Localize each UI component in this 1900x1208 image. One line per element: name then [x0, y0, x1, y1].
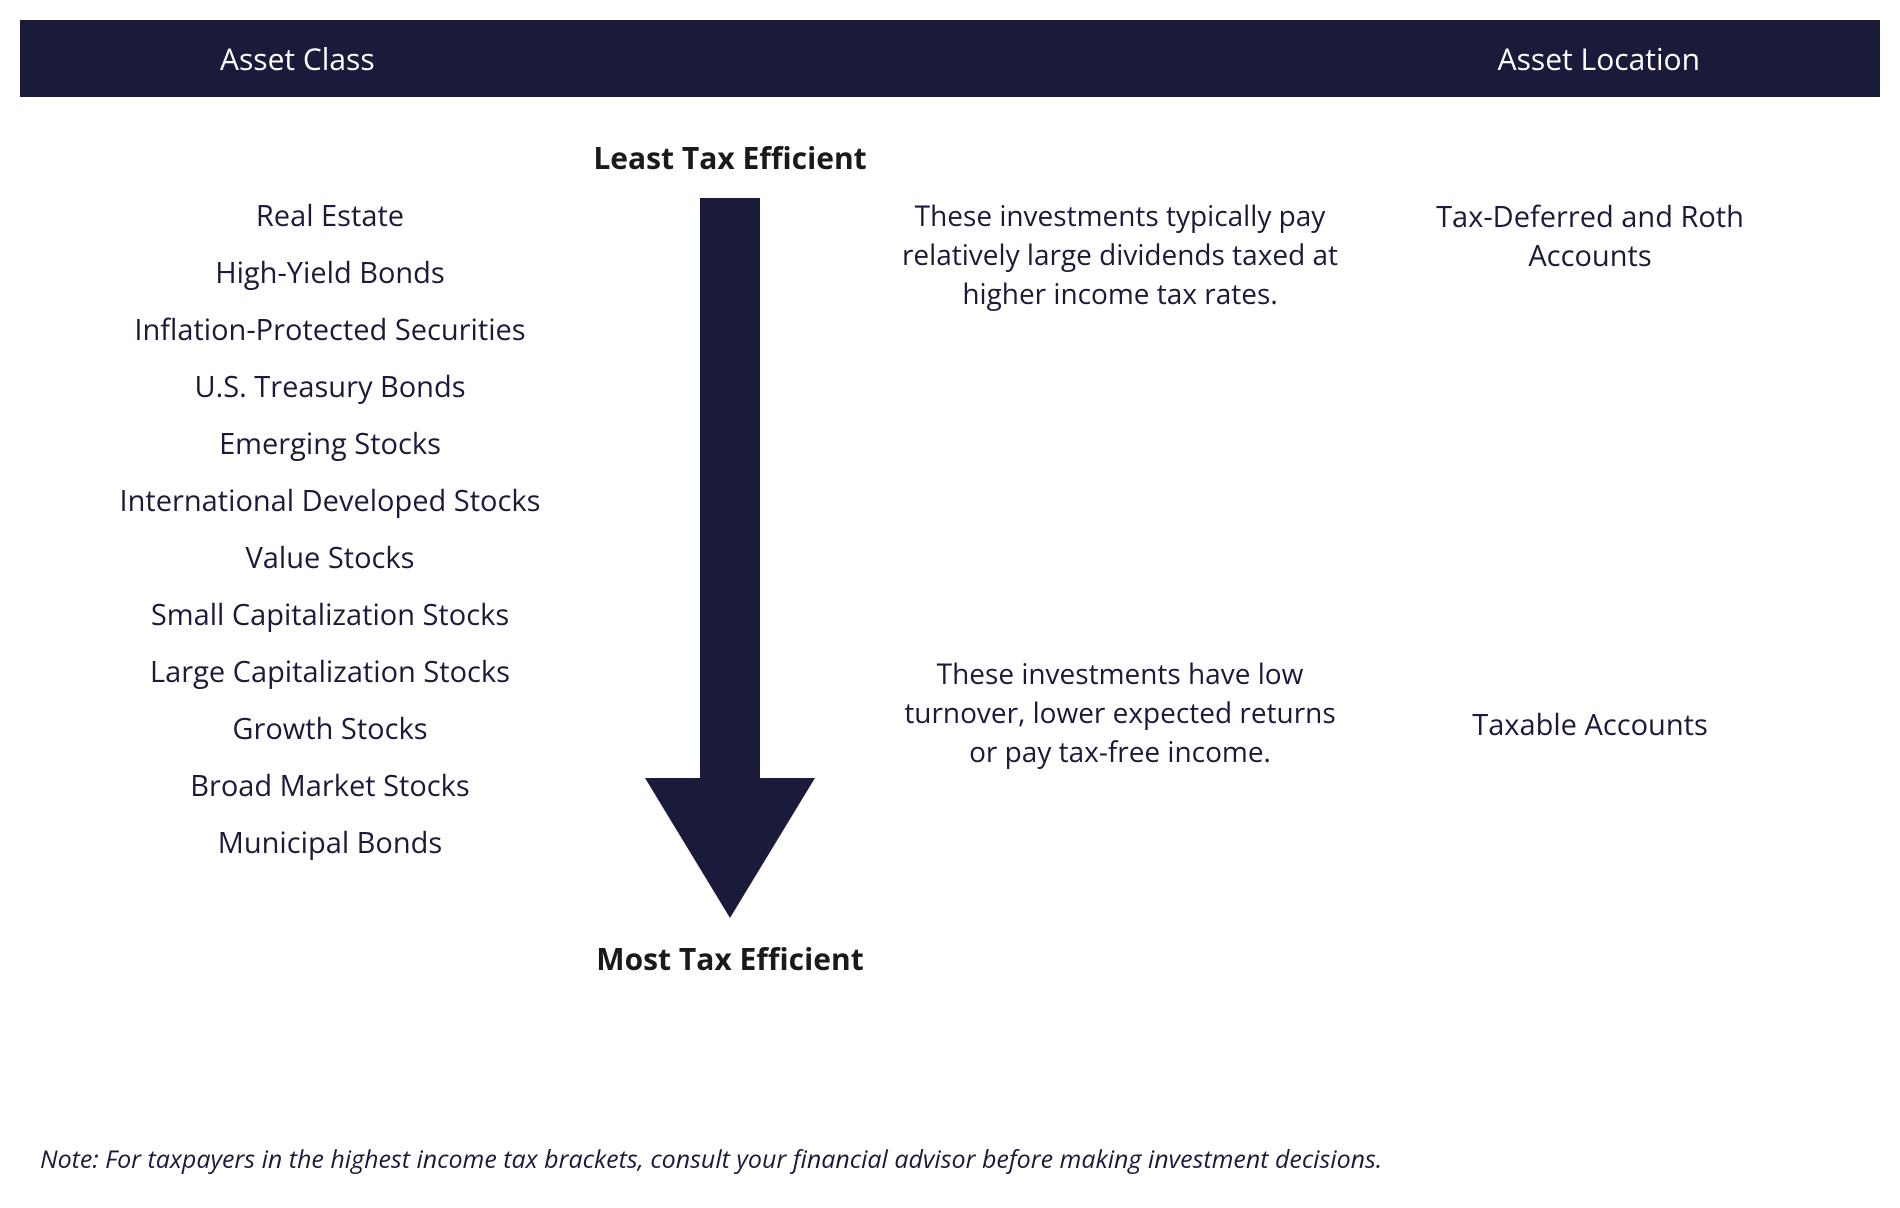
asset-item: U.S. Treasury Bonds — [60, 358, 600, 415]
arrow-top-label: Least Tax Efficient — [593, 137, 866, 178]
down-arrow-icon — [645, 198, 815, 918]
header-left-label: Asset Class — [220, 38, 375, 79]
description-top: These investments typically pay relative… — [860, 197, 1380, 315]
description-column: These investments typically pay relative… — [860, 127, 1380, 979]
location-top: Tax-Deferred and Roth Accounts — [1380, 197, 1800, 275]
asset-item: Inflation-Protected Securities — [60, 301, 600, 358]
main-content: Real Estate High-Yield Bonds Inflation-P… — [0, 97, 1900, 979]
asset-class-column: Real Estate High-Yield Bonds Inflation-P… — [60, 127, 600, 979]
asset-item: Municipal Bonds — [60, 814, 600, 871]
asset-item: Value Stocks — [60, 529, 600, 586]
location-bottom: Taxable Accounts — [1380, 705, 1800, 744]
arrow-bottom-label: Most Tax Efficient — [596, 938, 863, 979]
description-bottom: These investments have low turnover, low… — [860, 655, 1380, 773]
footnote-text: Note: For taxpayers in the highest incom… — [40, 1142, 1382, 1176]
asset-item: High-Yield Bonds — [60, 244, 600, 301]
asset-item: International Developed Stocks — [60, 472, 600, 529]
header-right-label: Asset Location — [1498, 38, 1700, 79]
location-column: Tax-Deferred and Roth Accounts Taxable A… — [1380, 127, 1800, 979]
asset-item: Small Capitalization Stocks — [60, 586, 600, 643]
asset-item: Real Estate — [60, 187, 600, 244]
asset-item: Emerging Stocks — [60, 415, 600, 472]
asset-item: Large Capitalization Stocks — [60, 643, 600, 700]
header-bar: Asset Class Asset Location — [20, 20, 1880, 97]
asset-item: Broad Market Stocks — [60, 757, 600, 814]
asset-item: Growth Stocks — [60, 700, 600, 757]
efficiency-arrow-column: Least Tax Efficient Most Tax Efficient — [600, 127, 860, 979]
